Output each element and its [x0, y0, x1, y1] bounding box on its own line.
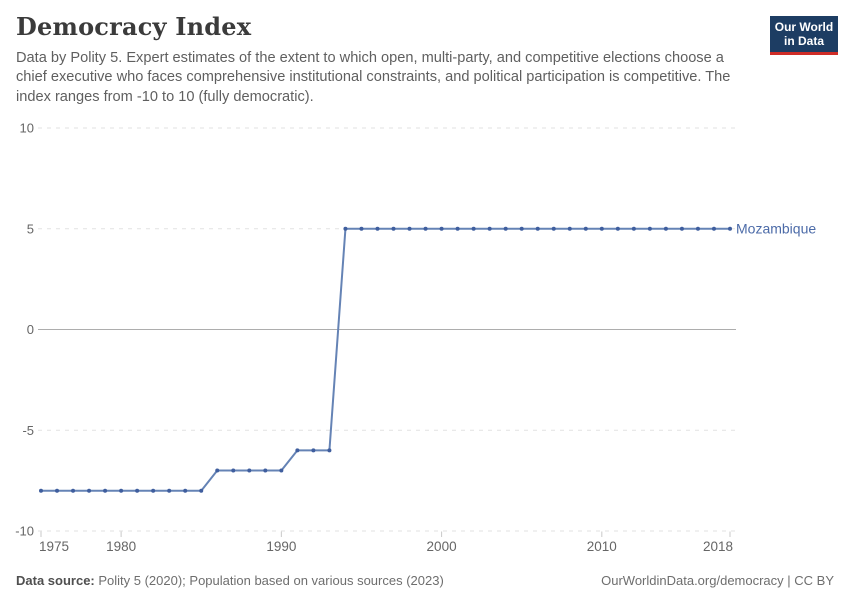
logo-line1: Our World — [774, 20, 834, 34]
data-source-label: Data source: — [16, 573, 95, 588]
data-source-text: Polity 5 (2020); Population based on var… — [94, 573, 444, 588]
data-point-marker[interactable] — [423, 226, 428, 231]
data-point-marker[interactable] — [391, 226, 396, 231]
data-point-marker[interactable] — [439, 226, 444, 231]
credit-link[interactable]: OurWorldinData.org/democracy | CC BY — [601, 573, 834, 588]
data-point-marker[interactable] — [695, 226, 700, 231]
owid-logo[interactable]: Our World in Data — [770, 16, 838, 55]
data-point-marker[interactable] — [311, 448, 316, 453]
data-point-marker[interactable] — [551, 226, 556, 231]
data-point-marker[interactable] — [599, 226, 604, 231]
page-title: Democracy Index — [16, 12, 252, 41]
data-point-marker[interactable] — [567, 226, 572, 231]
data-point-marker[interactable] — [343, 226, 348, 231]
y-tick-label: -10 — [15, 524, 34, 539]
data-point-marker[interactable] — [263, 468, 268, 473]
data-point-marker[interactable] — [151, 488, 156, 493]
gridlines — [38, 127, 736, 532]
data-point-marker[interactable] — [39, 488, 43, 493]
chart-subtitle: Data by Polity 5. Expert estimates of th… — [16, 50, 731, 105]
data-point-marker[interactable] — [215, 468, 220, 473]
y-tick-label: -5 — [22, 423, 34, 438]
data-point-marker[interactable] — [327, 448, 332, 453]
data-point-marker[interactable] — [583, 226, 588, 231]
data-point-marker[interactable] — [631, 226, 636, 231]
data-point-marker[interactable] — [199, 488, 204, 493]
data-point-marker[interactable] — [295, 448, 300, 453]
y-tick-label: 10 — [20, 121, 34, 136]
data-point-marker[interactable] — [519, 226, 524, 231]
series-label-layer: Mozambique — [736, 220, 816, 236]
data-point-marker[interactable] — [279, 468, 284, 473]
data-point-marker[interactable] — [728, 226, 732, 231]
data-point-marker[interactable] — [375, 226, 380, 231]
series-label[interactable]: Mozambique — [736, 220, 816, 236]
x-tick-label: 2010 — [587, 539, 617, 554]
data-point-marker[interactable] — [71, 488, 76, 493]
data-point-marker[interactable] — [167, 488, 172, 493]
data-point-marker[interactable] — [135, 488, 140, 493]
data-point-marker[interactable] — [183, 488, 188, 493]
series-line[interactable] — [41, 227, 730, 492]
x-tick-label: 1980 — [106, 539, 136, 554]
data-point-marker[interactable] — [471, 226, 476, 231]
x-axis: 1975 1980 1990 2000 2010 2018 — [39, 531, 733, 554]
data-point-marker[interactable] — [503, 226, 508, 231]
data-point-marker[interactable] — [359, 226, 364, 231]
x-tick-label: 1990 — [266, 539, 296, 554]
data-point-marker[interactable] — [535, 226, 540, 231]
y-tick-label: 5 — [27, 221, 34, 236]
data-point-marker[interactable] — [487, 226, 492, 231]
data-point-marker[interactable] — [615, 226, 620, 231]
x-tick-label: 2018 — [703, 539, 733, 554]
data-point-marker[interactable] — [55, 488, 60, 493]
data-point-marker[interactable] — [663, 226, 668, 231]
data-point-marker[interactable] — [647, 226, 652, 231]
x-tick-label: 1975 — [39, 539, 69, 554]
data-point-marker[interactable] — [87, 488, 92, 493]
data-point-marker[interactable] — [711, 226, 716, 231]
data-point-marker[interactable] — [103, 488, 108, 493]
x-tick-label: 2000 — [427, 539, 457, 554]
y-tick-label: 0 — [27, 322, 34, 337]
data-point-marker[interactable] — [231, 468, 236, 473]
y-axis: 10 5 0 -5 -10 — [15, 121, 34, 539]
data-point-marker[interactable] — [407, 226, 412, 231]
data-point-marker[interactable] — [455, 226, 460, 231]
series-layer — [39, 226, 732, 493]
data-point-marker[interactable] — [247, 468, 252, 473]
data-point-marker[interactable] — [119, 488, 124, 493]
data-point-marker[interactable] — [679, 226, 684, 231]
logo-line2: in Data — [783, 34, 824, 49]
data-source: Data source: Polity 5 (2020); Population… — [16, 573, 444, 588]
